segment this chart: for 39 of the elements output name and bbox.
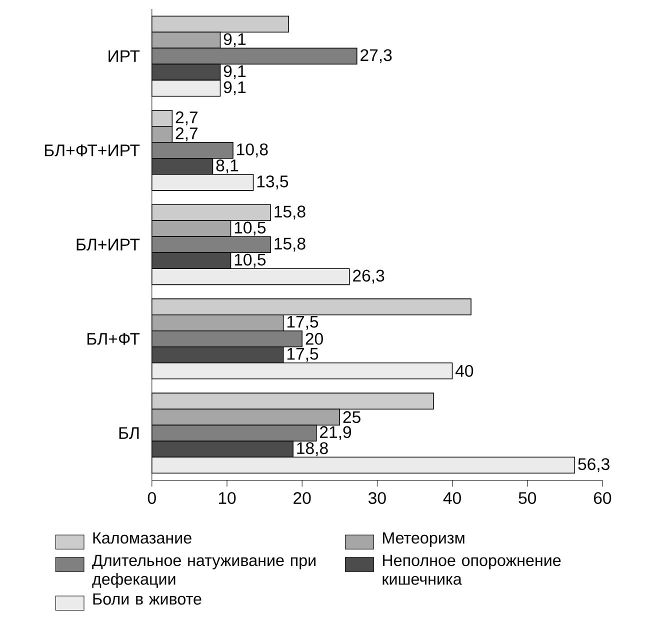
data-label: 9,1 [224,33,246,48]
data-label: 8,1 [216,160,238,174]
y-tick-label: БЛ+ИРТ [76,238,140,250]
data-label: 15,8 [274,238,306,252]
x-tick-label: 10 [218,492,236,504]
data-label: 2,7 [176,111,198,126]
data-label: 40 [455,365,474,377]
y-tick-label: ИРТ [108,50,140,62]
data-label: 15,8 [274,206,306,220]
data-label: 17,5 [287,348,318,362]
y-tick-label: БЛ+ФТ+ИРТ [44,144,140,156]
x-tick-label: 40 [443,492,461,504]
data-label: 21,9 [320,426,352,440]
data-label: 9,1 [224,65,246,80]
data-label: 56,3 [578,458,610,472]
data-label: 18,8 [297,442,328,456]
x-tick-label: 0 [148,492,156,504]
legend-label: Длительное натуживание при дефекации [92,554,316,588]
x-tick-label: 60 [594,492,612,504]
data-label: 2,7 [176,127,198,142]
data-label: 9,1 [224,81,246,96]
data-label: 25 [343,411,360,424]
data-label: 13,5 [257,176,288,190]
x-tick-label: 30 [368,492,386,504]
data-label: 20 [306,332,323,345]
data-label: 26,3 [353,270,384,284]
y-tick-label: БЛ+ФТ [88,333,140,345]
x-tick-label: 50 [518,492,536,504]
y-tick-label: БЛ [119,427,139,439]
data-label: 10,5 [234,222,266,236]
data-label: 27,3 [360,49,392,64]
data-label: 10,5 [234,254,266,268]
data-label: 17,5 [287,316,318,330]
x-tick-label: 20 [294,492,311,504]
legend-label: Неполное опорожнение кишечника [382,554,561,585]
data-label: 10,8 [237,143,268,158]
legend-label: Метеоризм [383,532,464,547]
legend-label: Каломазание [93,532,192,544]
legend-label: Боли в животе [93,593,202,605]
